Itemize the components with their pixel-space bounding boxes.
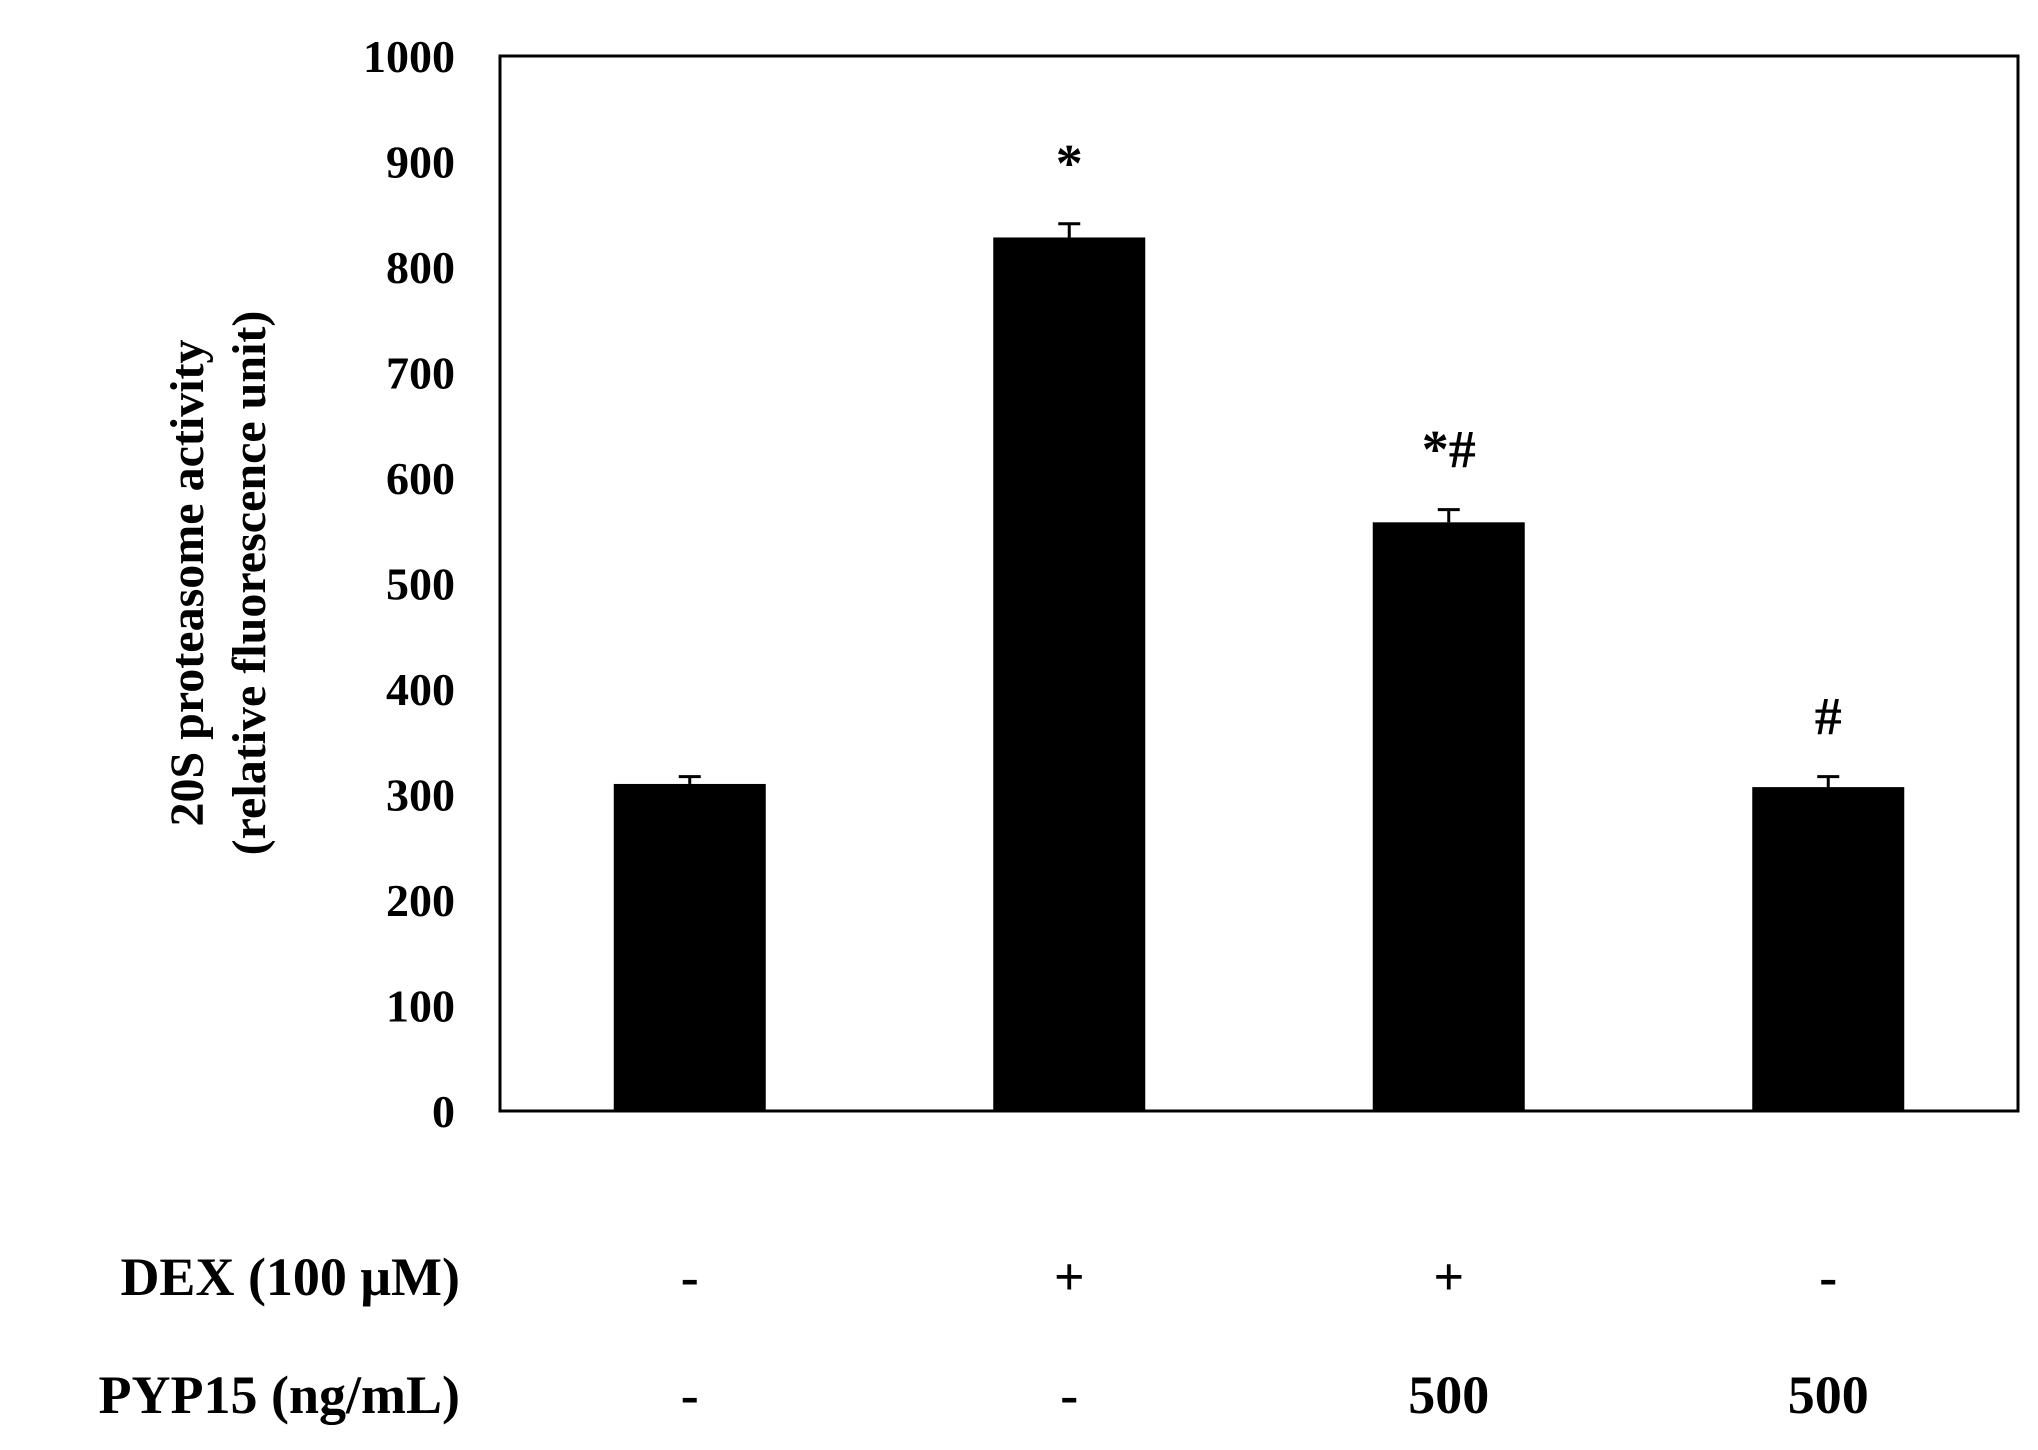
treatment-cell: 500 xyxy=(1408,1365,1489,1425)
y-tick-label: 600 xyxy=(386,453,455,504)
significance-annotations: * *# # xyxy=(1056,134,1842,747)
bar xyxy=(613,783,766,1111)
treatment-cell: - xyxy=(681,1247,699,1307)
treatment-cell: - xyxy=(1060,1365,1078,1425)
y-axis-label-line1: 20S proteasome activity xyxy=(161,339,214,826)
bars xyxy=(613,237,1905,1111)
treatment-cell: + xyxy=(1433,1247,1464,1307)
bar xyxy=(993,237,1146,1111)
treatment-cell: + xyxy=(1054,1247,1085,1307)
treatment-row-label: PYP15 (ng/mL) xyxy=(99,1365,460,1425)
treatment-cell: 500 xyxy=(1788,1365,1869,1425)
y-tick-label: 500 xyxy=(386,559,455,610)
bar xyxy=(1752,787,1905,1111)
bar xyxy=(1372,522,1525,1111)
y-tick-label: 0 xyxy=(432,1086,455,1137)
y-axis-label-line2: (relative fluorescence unit) xyxy=(223,311,276,856)
y-tick-label: 1000 xyxy=(363,31,455,82)
y-tick-label: 900 xyxy=(386,137,455,188)
significance-mark: * xyxy=(1056,134,1083,194)
treatment-cell: - xyxy=(681,1365,699,1425)
y-tick-label: 200 xyxy=(386,875,455,926)
y-tick-label: 400 xyxy=(386,664,455,715)
y-tick-label: 700 xyxy=(386,348,455,399)
y-tick-label: 300 xyxy=(386,770,455,821)
plot-area-frame xyxy=(498,54,2020,1113)
y-axis-label: 20S proteasome activity (relative fluore… xyxy=(161,311,276,856)
significance-mark: # xyxy=(1815,687,1842,747)
y-tick-label: 100 xyxy=(386,981,455,1032)
error-bars xyxy=(678,222,1840,788)
treatment-row-label: DEX (100 μM) xyxy=(120,1247,460,1307)
treatment-cell: - xyxy=(1819,1247,1837,1307)
treatment-table: DEX (100 μM) - + + - PYP15 (ng/mL) - - 500 500 xyxy=(99,1247,1869,1425)
y-tick-label: 800 xyxy=(386,242,455,293)
significance-mark: *# xyxy=(1422,420,1476,480)
y-axis-ticks: 0 100 200 300 400 500 600 700 800 900 1000 xyxy=(363,31,455,1137)
